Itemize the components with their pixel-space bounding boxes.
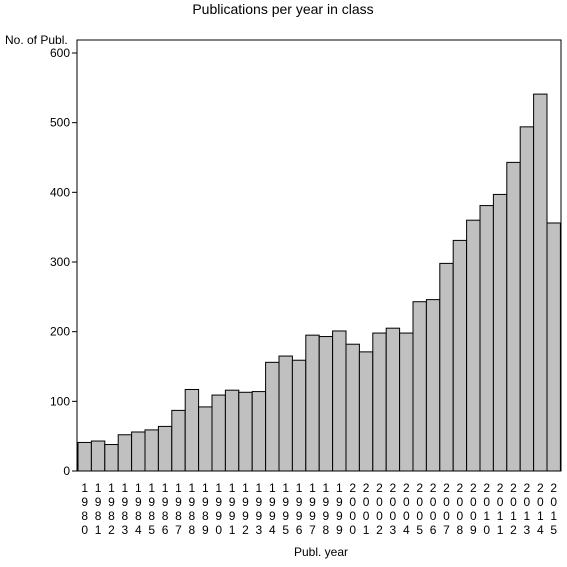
- bar-2011: [492, 193, 508, 472]
- bar-2012: [506, 161, 521, 472]
- bar-1992: [238, 391, 253, 472]
- bar-2005: [412, 301, 427, 472]
- bar-2000: [345, 343, 360, 472]
- bar-1986: [157, 425, 173, 472]
- bar-1987: [171, 409, 186, 472]
- bar-1983: [117, 434, 133, 472]
- bar-1984: [131, 431, 146, 472]
- y-tick-label: 400: [50, 185, 70, 199]
- bar-1980: [77, 441, 92, 472]
- bars-group: [77, 93, 561, 472]
- bar-2008: [452, 239, 468, 472]
- chart-title: Publications per year in class: [192, 1, 373, 17]
- bar-1988: [184, 388, 200, 472]
- y-tick-label: 200: [50, 325, 70, 339]
- bar-2003: [385, 327, 401, 472]
- bar-1998: [318, 336, 334, 472]
- bar-2014: [533, 93, 548, 472]
- bar-2015: [546, 222, 561, 472]
- bar-1989: [198, 406, 213, 472]
- bar-2010: [479, 205, 494, 472]
- y-tick-label: 100: [50, 394, 70, 408]
- bar-1999: [332, 330, 347, 472]
- y-tick-label: 500: [50, 116, 70, 130]
- bar-2006: [425, 299, 441, 472]
- bar-1991: [224, 389, 240, 472]
- bar-1993: [251, 391, 267, 472]
- bar-2007: [439, 262, 454, 472]
- y-tick-label: 600: [50, 46, 70, 60]
- bar-1996: [291, 359, 307, 472]
- bar-1985: [144, 429, 159, 472]
- bar-1997: [305, 334, 320, 472]
- y-axis-ticks: 0 100 200 300 400 500 600: [50, 46, 77, 478]
- bar-2013: [519, 126, 535, 472]
- bar-2009: [466, 219, 481, 472]
- y-tick-label: 0: [63, 464, 70, 478]
- bar-1994: [265, 361, 280, 472]
- bar-1982: [104, 444, 119, 472]
- bar-1990: [211, 394, 226, 472]
- x-axis-label: Publ. year: [294, 545, 348, 559]
- bar-1981: [90, 440, 106, 472]
- x-axis-tick-labels: 1 9 8 0 1 9 8 1 1 9 8 2 1 9 8 3 1 9 8 4 1 9 8 5 1 9 8 6 1 9 8 7 1 9 8 8 1 9 8 9…: [81, 481, 557, 537]
- plot-frame: [76, 39, 562, 472]
- bar-2004: [399, 332, 414, 472]
- y-tick-label: 300: [50, 255, 70, 269]
- bar-1995: [278, 355, 293, 472]
- bar-2001: [358, 351, 374, 472]
- bar-2002: [372, 332, 387, 472]
- y-axis-label: No. of Publ.: [5, 33, 68, 47]
